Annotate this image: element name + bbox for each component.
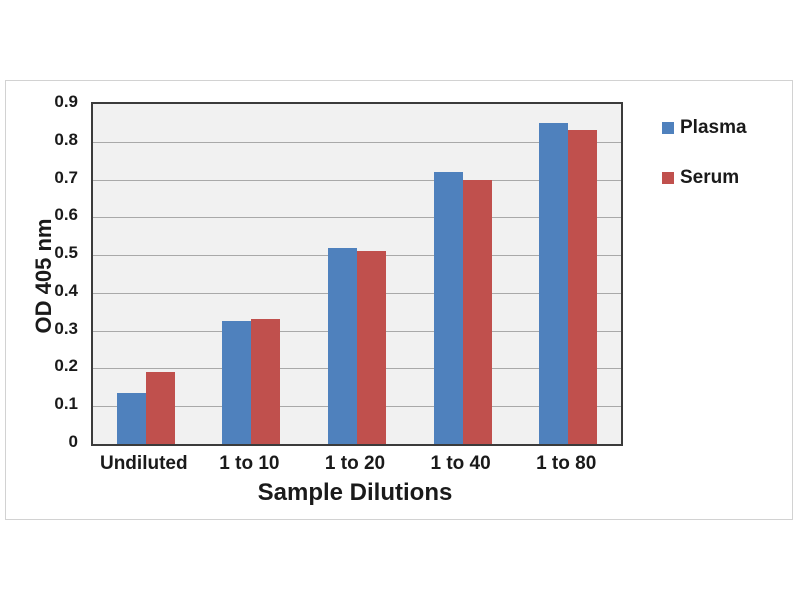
bar-serum-1-to-80 <box>568 130 598 444</box>
bar-plasma-1-to-40 <box>433 172 463 444</box>
y-tick-label: 0.9 <box>54 92 78 111</box>
gridline <box>93 179 621 181</box>
x-axis-title: Sample Dilutions <box>257 479 453 506</box>
legend-label-serum: Serum <box>680 167 740 188</box>
plasma-legend-swatch-icon <box>662 122 674 134</box>
bar-serum-1-to-40 <box>462 179 492 444</box>
y-tick-label: 0.3 <box>54 318 78 338</box>
legend-entry-serum: Serum <box>662 167 747 189</box>
bar-serum-undiluted <box>145 372 175 444</box>
bar-serum-1-to-20 <box>357 251 386 444</box>
bar-plasma-1-to-80 <box>539 122 569 444</box>
gridline <box>93 217 621 219</box>
y-tick-label: 0.4 <box>54 280 78 300</box>
y-tick-label: 0.7 <box>54 167 78 187</box>
serum-legend-swatch-icon <box>662 172 674 184</box>
x-tick-label-1-to-10: 1 to 10 <box>219 453 280 474</box>
y-tick-label: 0.5 <box>54 243 78 263</box>
y-tick-label: 0.6 <box>54 205 78 225</box>
y-tick-label: 0 <box>68 432 78 451</box>
y-tick-label: 0.1 <box>54 394 78 414</box>
legend: Plasma Serum <box>662 117 747 189</box>
y-tick-label: 0.2 <box>54 356 78 376</box>
bar-plasma-1-to-20 <box>328 247 357 444</box>
y-tick-label: 0.8 <box>54 129 78 149</box>
legend-label-plasma: Plasma <box>680 117 747 138</box>
chart-frame: OD 405 nm 0.9 0.8 0.7 0.6 0.5 0.4 0.3 0.2 0.1 0 U… <box>5 80 793 520</box>
bar-serum-1-to-10 <box>251 319 281 444</box>
x-tick-label-1-to-80: 1 to 80 <box>536 453 597 474</box>
plot-area <box>91 102 623 446</box>
x-tick-label-undiluted: Undiluted <box>99 453 188 474</box>
x-tick-label-1-to-20: 1 to 20 <box>324 453 386 474</box>
x-tick-label-1-to-40: 1 to 40 <box>430 453 491 474</box>
legend-entry-plasma: Plasma <box>662 117 747 139</box>
bar-plasma-1-to-10 <box>222 321 252 444</box>
gridline <box>93 141 621 143</box>
bar-plasma-undiluted <box>116 393 146 444</box>
